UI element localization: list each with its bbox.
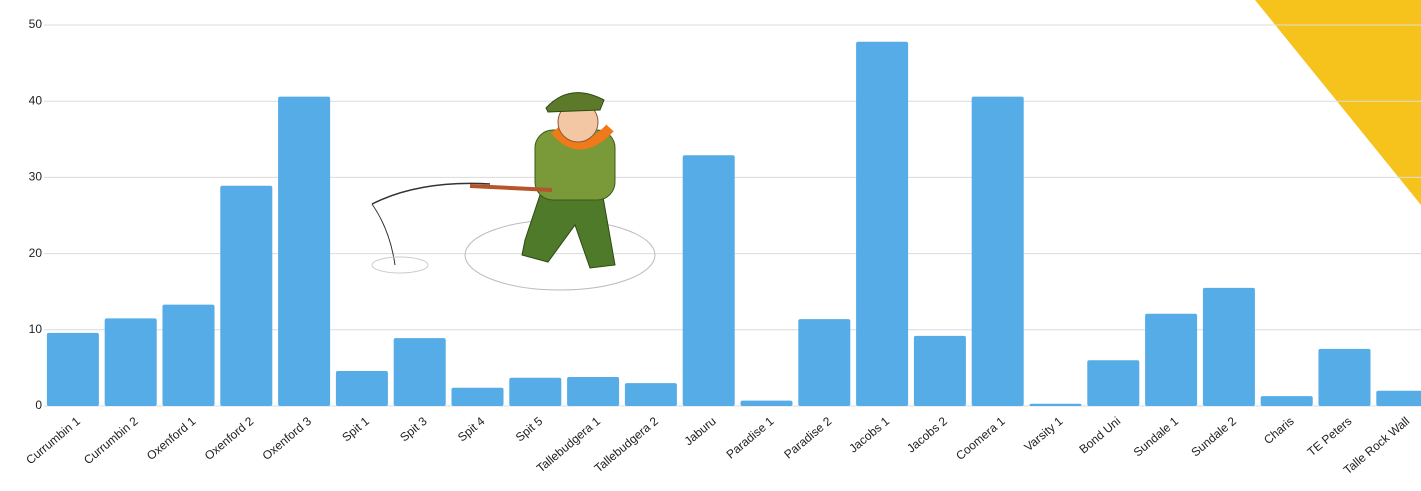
x-tick-label: Spit 3 <box>397 414 430 445</box>
corner-decoration <box>1255 0 1421 205</box>
x-tick-label: Spit 1 <box>339 414 372 445</box>
fisherman-illustration <box>371 92 656 291</box>
bar <box>1145 313 1198 406</box>
bar <box>624 383 677 406</box>
x-tick-label: Sundale 2 <box>1188 414 1239 460</box>
x-tick-label: TE Peters <box>1305 414 1355 459</box>
bar <box>682 155 735 406</box>
x-tick-label: Paradise 2 <box>781 414 834 462</box>
y-tick-label: 50 <box>29 17 43 31</box>
x-tick-label: Oxenford 3 <box>260 414 315 463</box>
bar <box>740 400 793 406</box>
bar <box>856 41 909 406</box>
bar <box>913 335 966 406</box>
bar <box>335 370 388 406</box>
bar <box>393 338 446 406</box>
x-tick-label: Paradise 1 <box>724 414 777 462</box>
x-tick-label: Varsity 1 <box>1021 414 1065 454</box>
bar <box>278 96 331 407</box>
x-tick-label: Tallebudgera 2 <box>592 414 662 476</box>
bar <box>971 96 1024 407</box>
y-tick-label: 40 <box>29 93 43 107</box>
x-tick-label: Spit 4 <box>455 414 488 445</box>
x-tick-label: Charis <box>1261 414 1297 447</box>
bar <box>798 319 851 406</box>
bar <box>46 332 99 406</box>
bar <box>1260 396 1313 406</box>
x-tick-label: Currumbin 1 <box>23 414 83 467</box>
bar <box>220 185 273 406</box>
x-tick-label: Jacobs 1 <box>846 414 892 456</box>
x-tick-label: Coomera 1 <box>953 414 1008 463</box>
x-tick-label: Sundale 1 <box>1131 414 1182 460</box>
y-tick-label: 10 <box>29 322 43 336</box>
y-tick-label: 0 <box>35 398 42 412</box>
x-tick-label: Currumbin 2 <box>81 414 141 467</box>
x-tick-label: Jaburu <box>682 414 719 448</box>
bar <box>451 387 504 406</box>
x-tick-label: Jacobs 2 <box>904 414 950 456</box>
bar <box>1318 348 1371 406</box>
bar <box>104 318 157 406</box>
y-tick-label: 20 <box>29 246 43 260</box>
bar <box>1029 403 1082 406</box>
y-tick-label: 30 <box>29 170 43 184</box>
x-tick-label: Bond Uni <box>1076 414 1123 456</box>
x-tick-label: Spit 5 <box>513 414 546 445</box>
bar <box>509 377 562 406</box>
bar <box>1087 360 1140 406</box>
bar <box>1202 287 1255 406</box>
x-tick-label: Oxenford 1 <box>144 414 199 463</box>
x-tick-label: Oxenford 2 <box>202 414 257 463</box>
bar <box>1376 390 1421 406</box>
bar <box>162 304 215 406</box>
bar <box>567 377 620 406</box>
